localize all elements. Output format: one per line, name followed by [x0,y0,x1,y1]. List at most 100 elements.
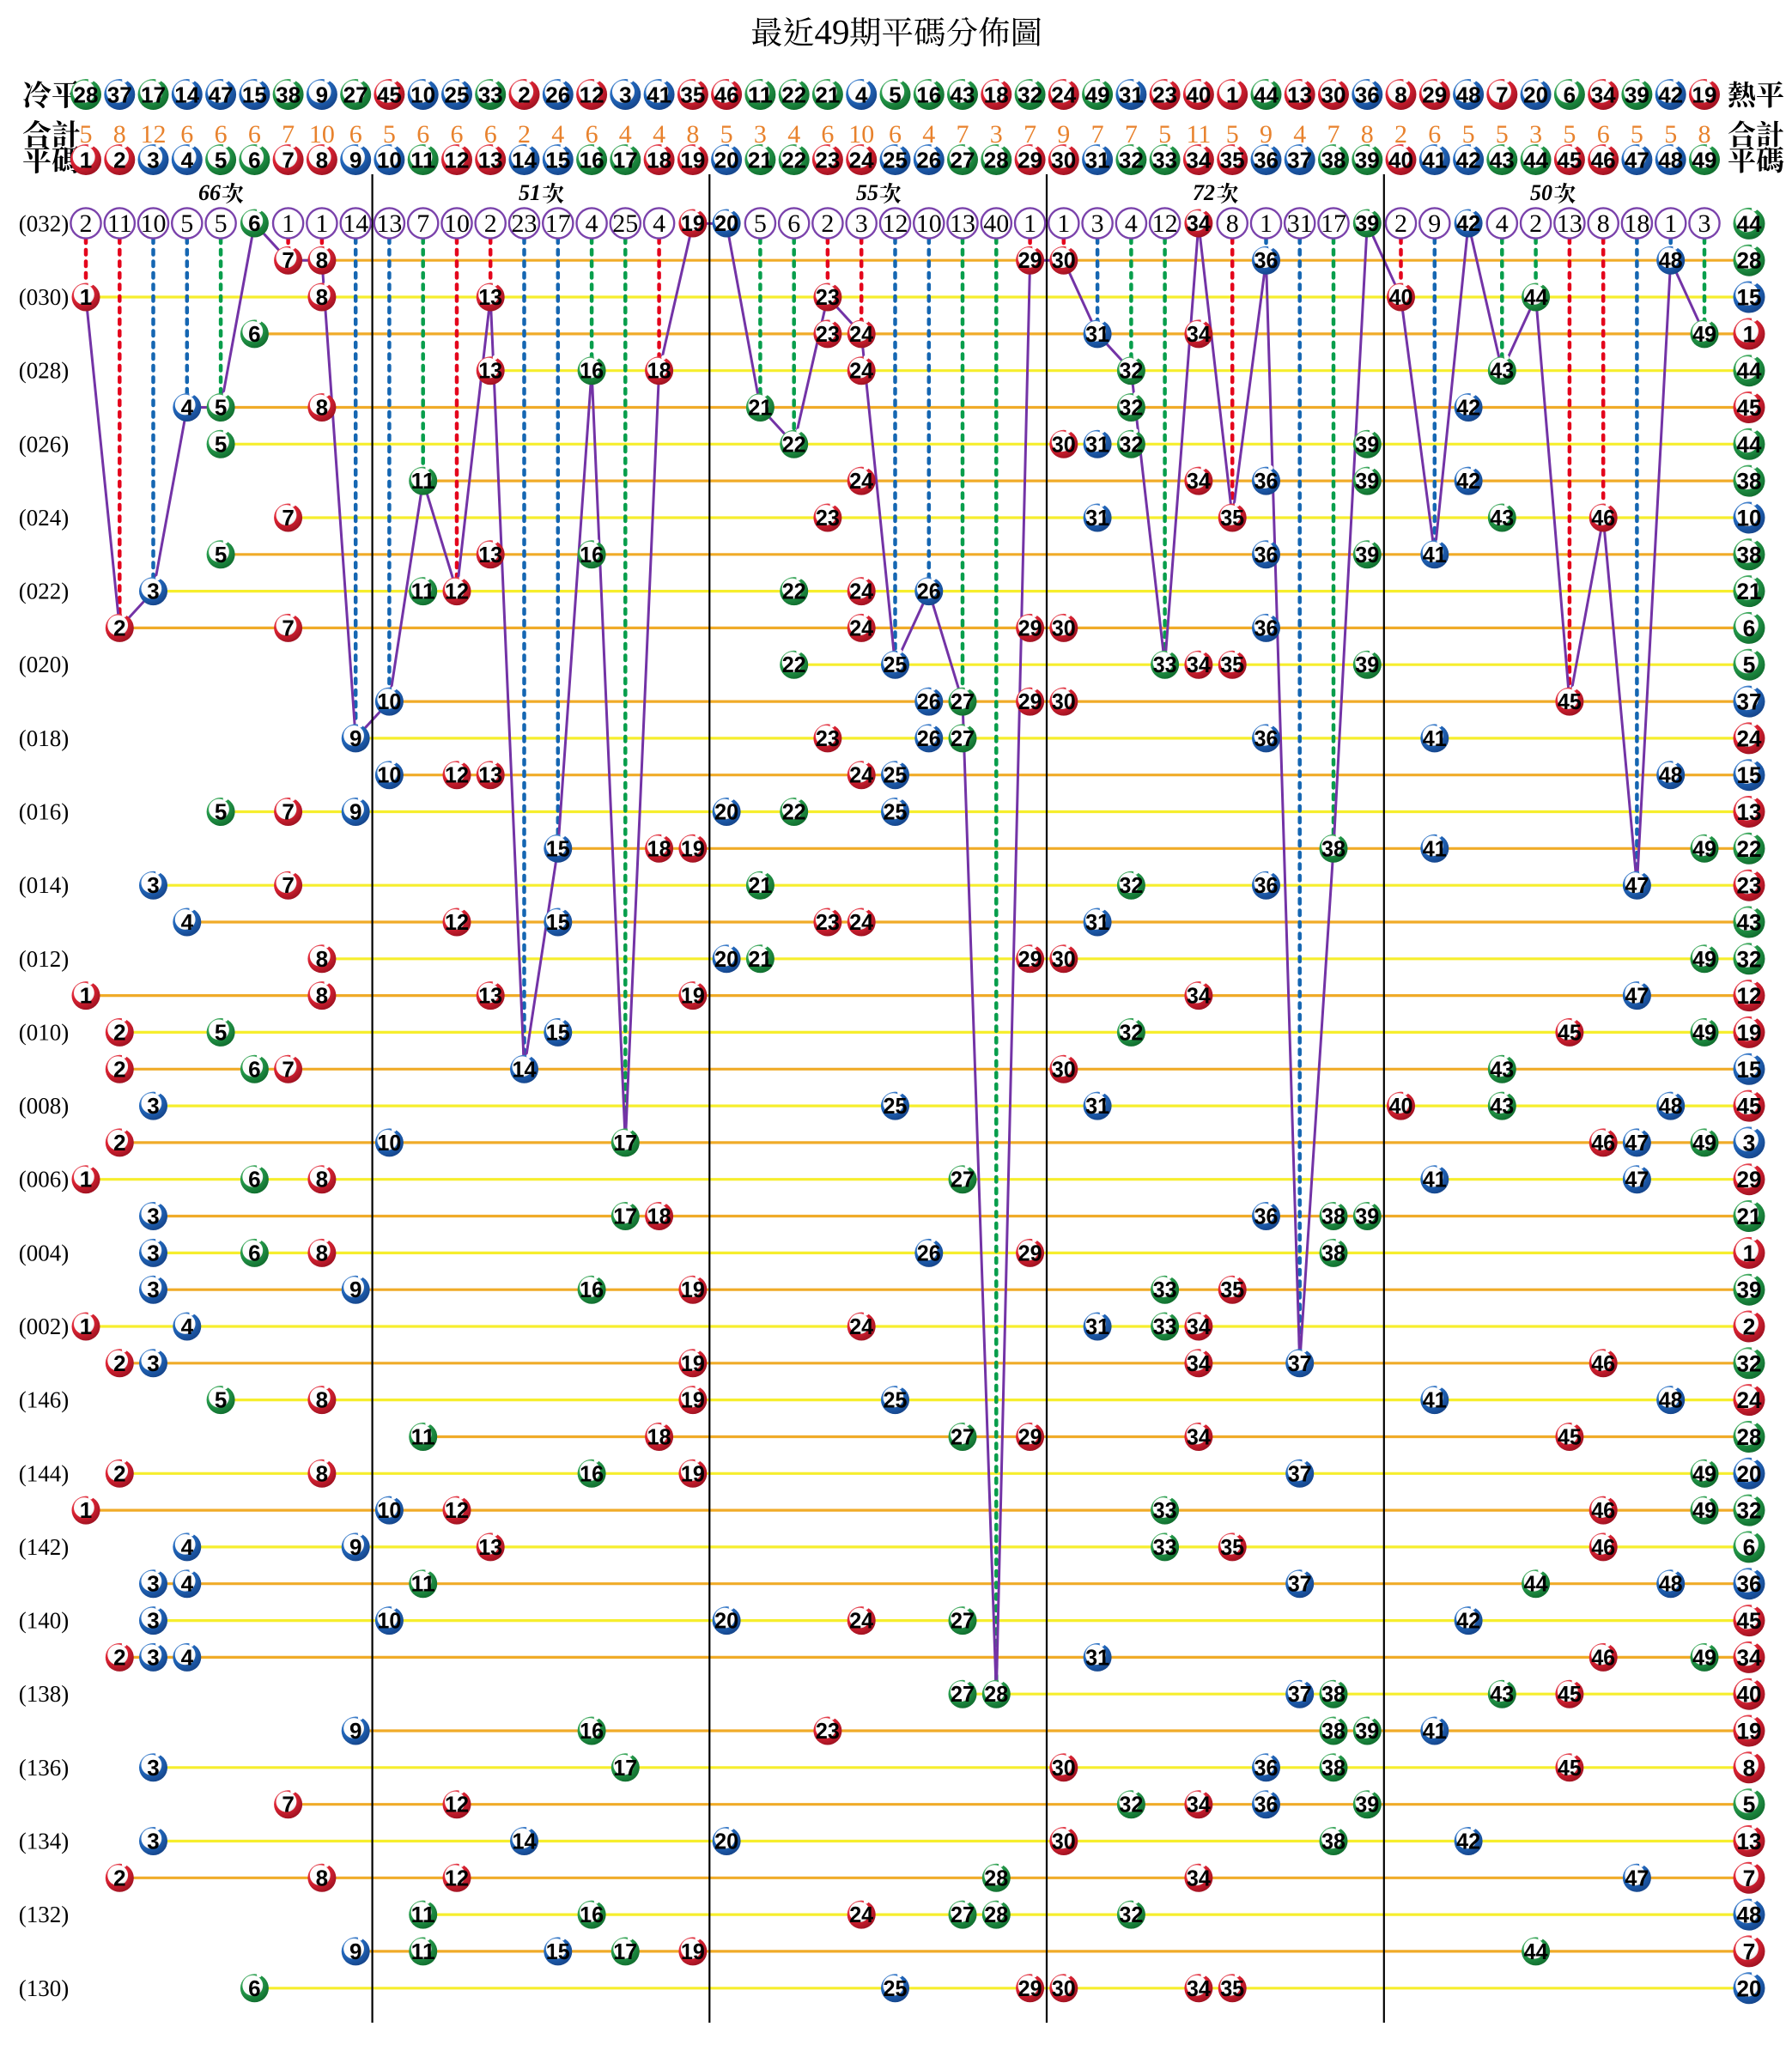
svg-text:48: 48 [1659,762,1683,788]
svg-text:38: 38 [1321,1755,1346,1781]
svg-text:49: 49 [1692,148,1717,173]
svg-text:49: 49 [1692,1130,1716,1156]
svg-text:2: 2 [113,1130,125,1156]
svg-text:32: 32 [1017,82,1042,108]
svg-text:24: 24 [849,1608,874,1634]
svg-text:72: 72 [1193,180,1215,205]
svg-text:10: 10 [377,689,401,714]
svg-text:6: 6 [180,120,193,149]
svg-text:6: 6 [215,120,228,149]
svg-text:3: 3 [147,1644,159,1670]
svg-text:3: 3 [147,1350,159,1376]
svg-text:8: 8 [316,1167,328,1192]
svg-text:2: 2 [484,209,497,238]
svg-text:16: 16 [580,358,604,384]
svg-text:45: 45 [1558,689,1582,714]
svg-text:12: 12 [445,579,469,604]
svg-text:4: 4 [653,120,665,149]
svg-text:29: 29 [1018,247,1042,273]
svg-text:18: 18 [647,1204,671,1229]
svg-text:5: 5 [180,209,193,238]
svg-text:28: 28 [984,1865,1008,1890]
svg-text:18: 18 [984,82,1009,108]
svg-text:27: 27 [951,1681,975,1707]
svg-text:40: 40 [1186,82,1211,108]
svg-text:(032): (032) [19,210,69,236]
svg-text:43: 43 [1490,1056,1514,1082]
svg-text:6: 6 [248,210,260,236]
svg-text:13: 13 [376,209,402,238]
svg-text:9: 9 [1428,209,1441,238]
svg-text:24: 24 [849,909,874,935]
svg-text:48: 48 [1659,1387,1683,1413]
svg-text:8: 8 [1361,120,1374,149]
svg-text:3: 3 [754,120,767,149]
svg-text:16: 16 [916,82,941,108]
svg-text:5: 5 [1743,1792,1756,1817]
svg-text:6: 6 [586,120,598,149]
svg-text:25: 25 [884,1093,908,1119]
svg-text:7: 7 [957,120,969,149]
svg-text:39: 39 [1355,431,1379,457]
svg-text:19: 19 [681,1387,705,1413]
svg-text:24: 24 [1737,1387,1762,1413]
svg-text:11: 11 [410,148,435,173]
svg-text:28: 28 [984,1681,1008,1707]
svg-text:5: 5 [215,799,227,825]
svg-text:39: 39 [1355,542,1379,567]
svg-text:23: 23 [816,1718,840,1744]
svg-text:4: 4 [855,82,868,108]
svg-text:34: 34 [1187,983,1212,1009]
svg-text:5: 5 [215,395,227,421]
svg-text:48: 48 [1659,1093,1683,1119]
svg-text:49: 49 [1692,321,1716,347]
svg-text:26: 26 [545,82,570,108]
svg-text:21: 21 [748,395,772,421]
svg-text:(144): (144) [19,1460,69,1486]
svg-text:15: 15 [546,1019,570,1045]
svg-text:19: 19 [1737,1020,1762,1046]
svg-text:34: 34 [1187,210,1212,236]
svg-text:13: 13 [478,983,502,1009]
svg-text:6: 6 [484,120,497,149]
svg-text:4: 4 [787,120,800,149]
svg-text:7: 7 [1091,120,1104,149]
svg-text:2: 2 [518,82,530,108]
svg-text:28: 28 [1737,1424,1762,1450]
svg-text:24: 24 [849,762,874,788]
svg-text:27: 27 [951,1608,975,1634]
svg-text:20: 20 [714,1608,738,1634]
svg-text:25: 25 [884,762,908,788]
svg-text:32: 32 [1119,1019,1143,1045]
svg-text:43: 43 [1490,358,1514,384]
svg-text:22: 22 [1737,836,1762,862]
svg-text:(142): (142) [19,1534,69,1560]
svg-text:46: 46 [1591,148,1616,173]
svg-text:13: 13 [1287,82,1312,108]
svg-text:4: 4 [181,909,194,935]
svg-text:33: 33 [1152,148,1177,173]
svg-text:10: 10 [444,209,470,238]
svg-text:(140): (140) [19,1608,69,1634]
svg-text:16: 16 [580,148,604,173]
svg-text:49: 49 [1692,1460,1716,1486]
svg-text:(022): (022) [19,579,69,604]
svg-text:4: 4 [181,1644,194,1670]
svg-text:9: 9 [349,1277,361,1302]
svg-text:29: 29 [1018,1424,1042,1450]
svg-text:20: 20 [1737,1975,1762,2001]
svg-text:44: 44 [1524,284,1549,310]
svg-text:26: 26 [917,579,941,604]
svg-text:5: 5 [754,209,767,238]
svg-text:(010): (010) [19,1019,69,1045]
svg-text:7: 7 [416,209,429,238]
svg-text:9: 9 [316,82,328,108]
svg-text:10: 10 [377,148,402,173]
svg-text:38: 38 [1321,1204,1346,1229]
svg-text:19: 19 [681,1460,705,1486]
svg-text:31: 31 [1287,209,1313,238]
svg-text:4: 4 [181,395,194,421]
svg-text:19: 19 [1737,1719,1762,1745]
svg-text:50: 50 [1530,180,1552,205]
svg-text:10: 10 [377,1130,401,1156]
